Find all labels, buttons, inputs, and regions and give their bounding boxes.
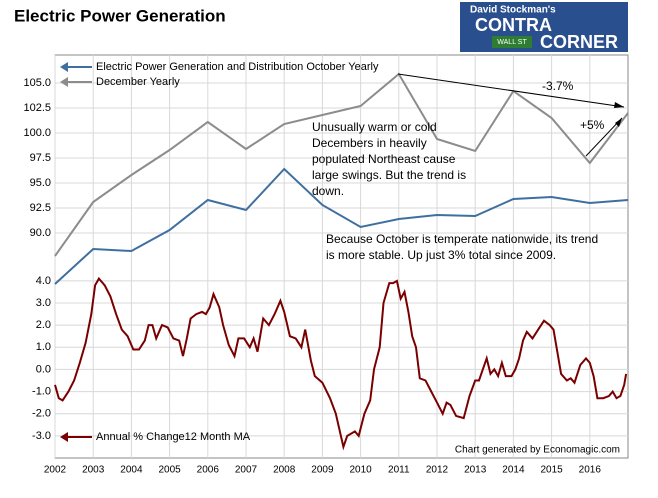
y-tick-label: 100.0 <box>23 127 51 139</box>
x-tick-label: 2003 <box>82 465 105 476</box>
y-tick-label: 95.0 <box>30 177 51 189</box>
y-tick-label: 102.5 <box>23 102 51 114</box>
x-tick-label: 2012 <box>426 465 449 476</box>
logo-text: CORNER <box>540 32 618 52</box>
legend-label: Annual % Change12 Month MA <box>96 431 251 443</box>
x-tick-label: 2006 <box>197 465 220 476</box>
legend-arrowhead <box>60 77 68 87</box>
logo-text: WALL ST <box>497 39 527 46</box>
annotation: Decembers in heavily <box>312 136 427 150</box>
y-tick-label: 2.0 <box>36 319 51 331</box>
credit: Chart generated by Economagic.com <box>455 445 620 456</box>
y-tick-label: 0.0 <box>36 363 51 375</box>
logo-sign <box>492 36 532 48</box>
y-tick-label: 97.5 <box>30 152 51 164</box>
legend-arrowhead <box>60 62 68 72</box>
legend-label: Electric Power Generation and Distributi… <box>96 61 379 73</box>
x-tick-label: 2009 <box>311 465 334 476</box>
chart-title: Electric Power Generation <box>14 6 226 25</box>
y-tick-label: -1.0 <box>32 385 51 397</box>
x-tick-label: 2014 <box>502 465 525 476</box>
x-tick-label: 2002 <box>44 465 67 476</box>
series-line <box>54 276 628 451</box>
annotation: large swings. But the trend is <box>312 168 466 182</box>
x-tick-label: 2005 <box>158 465 181 476</box>
annotation: Unusually warm or cold <box>312 120 437 134</box>
y-tick-label: 92.5 <box>30 202 51 214</box>
annotation: is more stable. Up just 3% total since 2… <box>326 248 556 262</box>
logo-text: CONTRA <box>475 15 552 35</box>
annotation: -3.7% <box>542 79 574 93</box>
annotation: down. <box>312 184 344 198</box>
logo: David Stockman's CONTRA CORNER WALL ST <box>460 2 628 52</box>
legend-arrowhead <box>60 432 68 442</box>
x-tick-label: 2010 <box>349 465 372 476</box>
x-tick-label: 2008 <box>273 465 296 476</box>
y-tick-label: 90.0 <box>30 227 51 239</box>
y-tick-label: 105.0 <box>23 77 51 89</box>
x-tick-label: 2004 <box>120 465 143 476</box>
y-tick-label: -3.0 <box>32 430 51 442</box>
arrowhead <box>615 118 622 127</box>
logo-box <box>460 2 628 52</box>
y-tick-label: 1.0 <box>36 341 51 353</box>
x-tick-label: 2007 <box>235 465 258 476</box>
series-line <box>54 72 629 257</box>
series-line <box>54 167 629 285</box>
plot: 90.0 92.5 95.0 97.5 100.0 102.5 105.0 -3.0 -2.0 -… <box>23 55 629 476</box>
annotation-arrow <box>397 73 625 108</box>
x-tick-label: 2015 <box>540 465 563 476</box>
annotation-arrow <box>585 117 623 157</box>
annotation: populated Northeast cause <box>312 152 456 166</box>
x-tick-label: 2011 <box>388 465 410 476</box>
annotations: -3.7% +5% Unusually warm or cold Decembe… <box>312 73 625 456</box>
x-tick-label: 2013 <box>464 465 487 476</box>
y-tick-label: -2.0 <box>32 408 51 420</box>
legend-label: December Yearly <box>96 76 180 88</box>
x-tick-label: 2016 <box>579 465 602 476</box>
arrowhead <box>614 102 624 108</box>
logo-text: David Stockman's <box>470 5 556 16</box>
annotation: Because October is temperate nationwide,… <box>326 232 598 246</box>
y-tick-label: 3.0 <box>36 297 51 309</box>
annotation: +5% <box>580 118 605 132</box>
y-tick-label: 4.0 <box>36 275 51 287</box>
